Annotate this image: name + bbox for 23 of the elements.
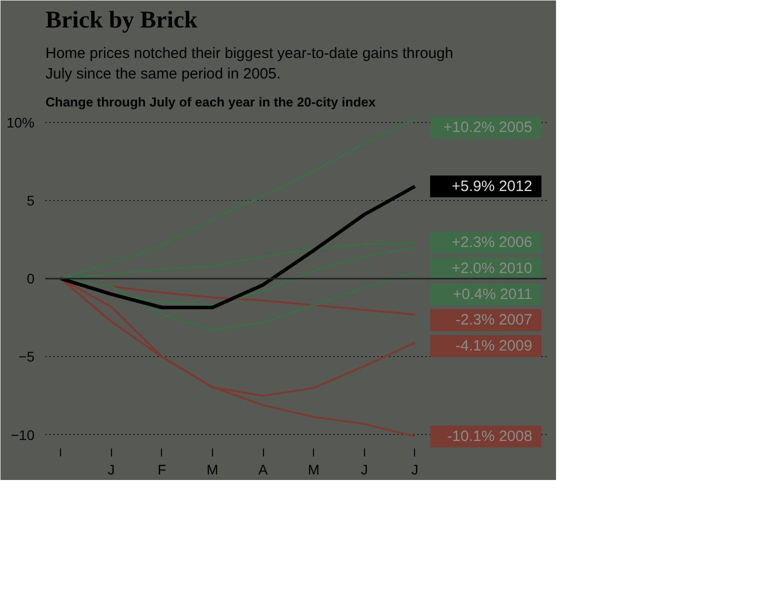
- text: -10.1% 2008: [447, 428, 532, 445]
- y-tick-label: 10%: [6, 114, 35, 130]
- text: Change through July of each year in the 20-city index: [46, 94, 376, 110]
- text: +10.2% 2005: [443, 118, 532, 136]
- text: -2.3% 2007: [455, 312, 532, 329]
- x-tick-label: J: [360, 462, 368, 478]
- text: +2.0% 2010: [452, 260, 532, 277]
- y-tick-label: 5: [26, 192, 35, 208]
- y-tick-label: −5: [18, 348, 35, 365]
- chart-title: Brick by Brick: [46, 8, 198, 34]
- x-tick-label: A: [258, 462, 268, 478]
- y-tick-label: −10: [10, 426, 35, 443]
- x-tick-label: F: [158, 462, 166, 478]
- text: -4.1% 2009: [455, 338, 532, 355]
- x-tick-label: J: [108, 462, 115, 478]
- text: +2.3% 2006: [452, 234, 532, 252]
- x-tick-label: M: [206, 462, 218, 478]
- text: +0.4% 2011: [452, 286, 532, 303]
- chart-subtitle: Home prices notched their biggest year-to-date gains through July since the same period in 2005.: [46, 45, 454, 82]
- y-tick-label: 0: [26, 270, 35, 287]
- x-tick-label: J: [411, 462, 418, 478]
- x-tick-label: M: [308, 462, 320, 478]
- text: +5.9% 2012: [452, 178, 532, 195]
